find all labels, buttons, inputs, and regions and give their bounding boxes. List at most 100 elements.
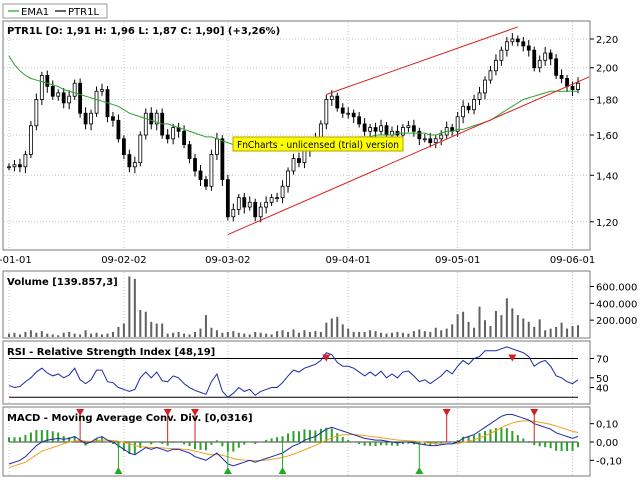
macd-pane[interactable] — [2, 406, 591, 477]
volume-bar — [396, 331, 399, 337]
volume-bar — [544, 330, 547, 337]
macd-histogram-bar — [259, 441, 262, 443]
macd-sell-marker — [191, 409, 200, 416]
volume-bar — [522, 318, 525, 337]
macd-histogram-bar — [57, 432, 60, 442]
volume-bar — [237, 332, 240, 337]
macd-histogram-bar — [511, 431, 514, 442]
volume-bar — [314, 331, 317, 337]
volume-bar — [429, 331, 432, 337]
candle-body — [89, 112, 93, 125]
candle-body — [100, 89, 104, 92]
macd-histogram-bar — [341, 436, 344, 442]
macd-histogram-bar — [287, 433, 290, 442]
candle-body — [225, 179, 230, 218]
candle-body — [116, 119, 121, 140]
volume-bar — [276, 331, 279, 337]
candle-body — [576, 82, 580, 91]
volume-bar — [473, 327, 476, 337]
candle-body — [39, 74, 44, 100]
candle-body — [247, 201, 252, 208]
macd-pane-title: MACD - Moving Average Conv. Div. [0,0316… — [7, 413, 253, 424]
macd-histogram-bar — [303, 429, 306, 442]
macd-histogram-bar — [18, 437, 21, 442]
volume-bar — [122, 323, 125, 337]
volume-pane[interactable] — [2, 270, 591, 339]
candle-body — [280, 185, 285, 199]
candle-body — [121, 138, 126, 155]
candle-body — [56, 92, 61, 97]
macd-histogram-bar — [276, 437, 279, 442]
candle-body — [324, 99, 329, 125]
candle-body — [543, 52, 548, 61]
macd-histogram-bar — [560, 442, 563, 452]
macd-sell-marker — [442, 409, 451, 416]
macd-histogram-bar — [308, 430, 311, 442]
macd-histogram-bar — [500, 427, 503, 442]
candle-body — [220, 138, 225, 181]
candle-body — [362, 123, 367, 132]
macd-sell-marker — [76, 409, 85, 416]
candle-body — [455, 116, 460, 132]
candle-body — [23, 154, 28, 168]
macd-buy-marker — [278, 467, 287, 474]
macd-histogram-bar — [462, 436, 465, 442]
volume-bar — [385, 333, 388, 337]
volume-bar — [380, 332, 383, 337]
macd-histogram-bar — [51, 431, 54, 442]
macd-histogram-bar — [73, 436, 76, 442]
candle-body — [275, 197, 279, 200]
volume-bar — [259, 332, 262, 337]
candle-body — [242, 197, 247, 208]
macd-histogram-bar — [494, 428, 497, 442]
candle-body — [149, 112, 154, 125]
volume-bar — [243, 333, 246, 337]
volume-bar — [128, 276, 131, 337]
macd-histogram-bar — [538, 442, 541, 447]
candle-body — [198, 170, 203, 181]
volume-bar — [35, 332, 38, 337]
candle-body — [357, 116, 362, 125]
candle-body — [209, 154, 214, 187]
volume-bar — [341, 324, 344, 337]
price-y-tick-label: 1,60 — [596, 131, 618, 142]
volume-bar — [232, 331, 235, 337]
volume-bar — [51, 334, 54, 337]
macd-histogram-bar — [571, 442, 574, 452]
macd-histogram-bar — [533, 442, 536, 446]
macd-histogram-bar — [221, 442, 224, 447]
volume-bar — [62, 332, 65, 337]
macd-histogram-bar — [204, 442, 207, 451]
candle-body — [72, 82, 77, 97]
volume-bar — [538, 319, 541, 337]
volume-bar — [24, 331, 27, 337]
macd-histogram-bar — [292, 431, 295, 442]
volume-bar — [467, 321, 470, 337]
macd-histogram-bar — [155, 442, 158, 443]
volume-bar — [270, 334, 273, 337]
macd-histogram-bar — [172, 442, 175, 443]
volume-bar — [8, 333, 10, 337]
candle-body — [570, 86, 575, 91]
candle-body — [12, 164, 17, 168]
macd-histogram-bar — [369, 442, 372, 446]
volume-bar — [172, 332, 175, 337]
volume-bar — [330, 318, 333, 337]
volume-bar — [90, 333, 93, 337]
volume-bar — [101, 334, 104, 337]
candle-body — [34, 99, 39, 127]
volume-bar — [133, 278, 136, 337]
rsi-pane[interactable] — [2, 340, 591, 405]
volume-y-tick-label: 200.000 — [596, 316, 637, 327]
macd-histogram-bar — [489, 429, 492, 442]
candle-body — [565, 78, 569, 87]
x-tick-label: 09-04-01 — [326, 255, 371, 266]
channel-lower-line — [227, 76, 590, 236]
macd-histogram-bar — [527, 441, 530, 442]
volume-bar — [363, 331, 366, 337]
candle-body — [499, 49, 504, 61]
candle-body — [521, 41, 526, 47]
volume-bar — [150, 321, 153, 337]
candle-body — [401, 127, 405, 136]
